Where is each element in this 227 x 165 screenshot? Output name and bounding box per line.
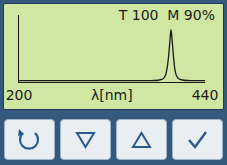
svg-text:200: 200 xyxy=(6,87,33,103)
html-text:T 100 M 90%: T 100 M 90% xyxy=(118,7,215,23)
svg-text:λ[nm]: λ[nm] xyxy=(91,87,133,103)
svg-text:440: 440 xyxy=(192,87,219,103)
